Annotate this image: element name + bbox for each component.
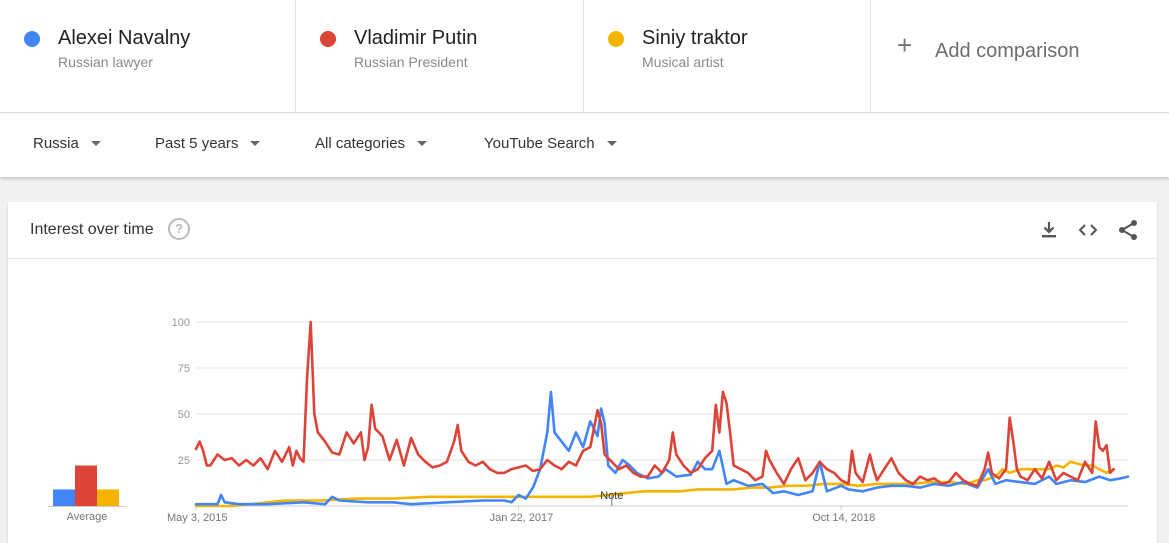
plus-icon: +	[897, 30, 913, 60]
x-tick-label: Jan 22, 2017	[490, 512, 554, 524]
category-dropdown-label: All categories	[315, 135, 406, 152]
time-range-dropdown[interactable]: Past 5 years	[155, 135, 261, 152]
term-subtitle: Russian lawyer	[58, 54, 153, 70]
note-marker: Note	[600, 490, 623, 506]
region-dropdown-label: Russia	[33, 135, 79, 152]
series-line	[194, 390, 1130, 506]
average-label: Average	[67, 511, 108, 523]
x-tick-label: May 3, 2015	[167, 512, 228, 524]
add-comparison-label: Add comparison	[935, 40, 1080, 62]
term-name: Vladimir Putin	[354, 27, 478, 49]
time-range-dropdown-label: Past 5 years	[155, 135, 239, 152]
card-header: Interest over time ?	[8, 202, 1157, 259]
y-tick-label: 25	[178, 455, 190, 467]
y-tick-label: 50	[178, 409, 190, 421]
series-color-dot	[320, 31, 336, 47]
card-title: Interest over time	[30, 221, 154, 238]
interest-chart: 100 75 50 25 May 3, 2015 Jan 22, 2017 Oct 14,…	[48, 317, 1130, 524]
help-icon[interactable]: ?	[168, 218, 190, 240]
region-dropdown[interactable]: Russia	[33, 135, 101, 152]
term-subtitle: Musical artist	[642, 54, 724, 70]
comparison-bar: Alexei Navalny Russian lawyer Vladimir P…	[0, 0, 1169, 113]
term-name: Alexei Navalny	[58, 27, 191, 49]
x-axis-ticks: May 3, 2015 Jan 22, 2017 Oct 14, 2018	[167, 506, 875, 524]
filter-bar: Russia Past 5 years All categories YouTu…	[0, 113, 1169, 177]
x-tick-label: Oct 14, 2018	[812, 512, 875, 524]
series-color-dot	[24, 31, 40, 47]
term-siniy-traktor[interactable]: Siniy traktor Musical artist	[583, 0, 870, 112]
embed-icon[interactable]	[1076, 218, 1100, 242]
term-subtitle: Russian President	[354, 54, 468, 70]
caret-down-icon	[606, 141, 617, 146]
term-putin[interactable]: Vladimir Putin Russian President	[295, 0, 583, 112]
term-navalny[interactable]: Alexei Navalny Russian lawyer	[0, 0, 295, 112]
caret-down-icon	[90, 141, 101, 146]
y-tick-label: 100	[172, 317, 190, 329]
download-icon[interactable]	[1037, 218, 1061, 242]
series-line	[194, 460, 1115, 508]
share-icon[interactable]	[1116, 218, 1140, 242]
y-axis-ticks: 100 75 50 25	[172, 317, 190, 467]
series-line	[194, 320, 1115, 488]
average-bar	[53, 489, 75, 506]
caret-down-icon	[417, 141, 428, 146]
series-color-dot	[608, 31, 624, 47]
average-bar	[97, 489, 119, 506]
series-lines	[194, 320, 1130, 508]
chart-gridlines	[196, 321, 1128, 507]
search-type-dropdown-label: YouTube Search	[484, 135, 595, 152]
caret-down-icon	[250, 141, 261, 146]
add-comparison-button[interactable]: + Add comparison	[870, 0, 1169, 112]
average-bars	[48, 465, 126, 507]
category-dropdown[interactable]: All categories	[315, 135, 428, 152]
average-bar	[75, 465, 97, 506]
search-type-dropdown[interactable]: YouTube Search	[484, 135, 617, 152]
term-name: Siniy traktor	[642, 27, 748, 49]
y-tick-label: 75	[178, 363, 190, 375]
interest-over-time-card: Interest over time ? 100 75 50 25 May 3, 20…	[8, 202, 1157, 543]
